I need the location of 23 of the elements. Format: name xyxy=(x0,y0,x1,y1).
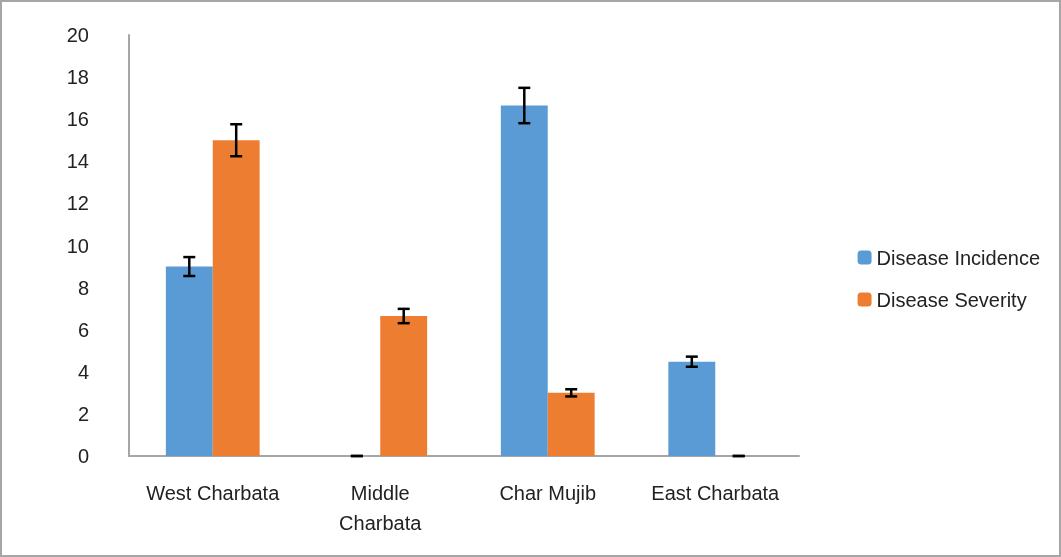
bar xyxy=(500,105,548,456)
bar xyxy=(212,140,260,456)
legend-label: Disease Severity xyxy=(876,288,1027,311)
y-tick-label: 20 xyxy=(66,24,89,46)
y-tick-label: 16 xyxy=(66,108,89,131)
y-tick-label: 4 xyxy=(77,360,89,383)
x-tick-label: East Charbata xyxy=(651,482,781,504)
y-tick-label: 8 xyxy=(77,276,89,299)
bar xyxy=(668,361,716,456)
bar xyxy=(547,392,595,456)
bar xyxy=(380,316,428,456)
y-tick-label: 10 xyxy=(66,234,89,257)
y-tick-label: 2 xyxy=(77,402,89,425)
x-tick-label: Char Mujib xyxy=(499,482,597,504)
y-tick-label: 0 xyxy=(77,445,89,467)
y-tick-label: 14 xyxy=(66,150,89,173)
y-tick-label: 18 xyxy=(66,66,89,89)
legend-label: Disease Incidence xyxy=(876,246,1041,269)
y-tick-label: 6 xyxy=(77,318,89,341)
y-tick-label: 12 xyxy=(66,192,89,215)
bar xyxy=(165,266,213,456)
x-tick-label: Middle Charbata xyxy=(339,482,423,534)
x-tick-label: West Charbata xyxy=(146,482,281,504)
